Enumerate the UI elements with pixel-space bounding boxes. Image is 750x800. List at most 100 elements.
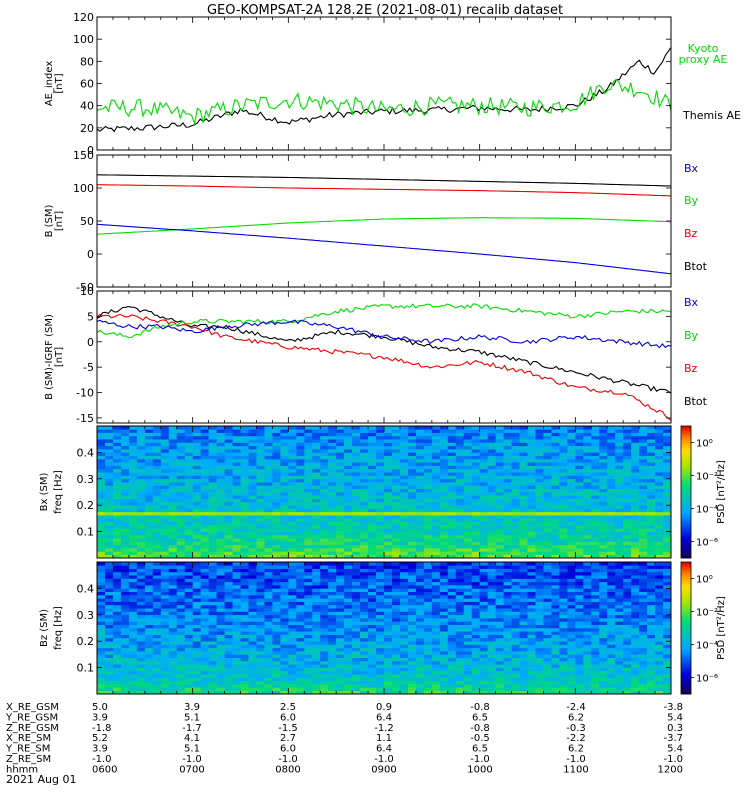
spectrogram-cell — [264, 462, 273, 466]
spectrogram-cell — [200, 482, 209, 486]
spectrogram-cell — [471, 482, 480, 486]
spectrogram-cell — [599, 525, 608, 529]
spectrogram-cell — [344, 515, 353, 519]
spectrogram-cell — [97, 459, 106, 463]
spectrogram-cell — [655, 455, 664, 460]
spectrogram-cell — [583, 452, 592, 456]
spectrogram-cell — [607, 515, 616, 519]
spectrogram-cell — [256, 581, 265, 586]
spectrogram-cell — [168, 614, 178, 619]
spectrogram-cell — [240, 534, 249, 539]
spectrogram-cell — [439, 548, 449, 552]
spectrogram-cell — [360, 631, 369, 635]
spectrogram-cell — [599, 515, 608, 519]
spectrogram-cell — [360, 578, 369, 583]
spectrogram-cell — [599, 462, 608, 466]
spectrogram-cell — [256, 548, 265, 552]
spectrogram-cell — [487, 462, 496, 466]
spectrogram-cell — [495, 482, 504, 486]
spectrogram-cell — [360, 551, 369, 555]
spectrogram-cell — [248, 621, 257, 625]
spectrogram-cell — [304, 687, 313, 691]
spectrogram-cell — [328, 472, 337, 476]
spectrogram-cell — [407, 482, 417, 486]
spectrogram-cell — [423, 429, 433, 433]
spectrogram-cell — [288, 538, 297, 542]
spectrogram-cell — [296, 634, 305, 639]
spectrogram-cell — [447, 439, 457, 443]
spectrogram-cell — [583, 488, 592, 493]
spectrogram-cell — [471, 541, 480, 546]
spectrogram-cell — [407, 439, 417, 443]
spectrogram-cell — [439, 511, 449, 516]
spectrogram-cell — [423, 528, 433, 532]
spectrogram-cell — [144, 534, 154, 539]
spectrogram-cell — [97, 455, 106, 460]
spectrogram-cell — [216, 568, 225, 573]
spectrogram-cell — [399, 598, 409, 602]
spectrogram-cell — [280, 452, 289, 456]
spectrogram-cell — [391, 541, 401, 546]
spectrogram-cell — [264, 439, 273, 443]
spectrogram-cell — [631, 449, 640, 453]
spectrogram-cell — [471, 445, 480, 450]
spectrogram-cell — [144, 449, 154, 453]
spectrogram-cell — [104, 641, 114, 645]
spectrogram-cell — [328, 551, 337, 555]
spectrogram-cell — [160, 472, 170, 476]
spectrogram-cell — [663, 548, 672, 552]
spectrogram-cell — [160, 568, 170, 573]
spectrogram-cell — [312, 690, 321, 695]
spectrogram-cell — [559, 544, 568, 549]
spectrogram-cell — [559, 435, 568, 440]
spectrogram-cell — [272, 528, 281, 532]
spectrogram-cell — [240, 644, 249, 649]
spectrogram-cell — [152, 508, 162, 513]
spectrogram-cell — [248, 534, 257, 539]
spectrogram-cell — [336, 571, 345, 576]
spectrogram-cell — [591, 518, 600, 522]
spectrogram-cell — [368, 462, 377, 466]
spectrogram-cell — [623, 429, 632, 433]
y-tick-label: 0 — [87, 248, 94, 261]
spectrogram-cell — [455, 495, 465, 499]
spectrogram-cell — [272, 677, 281, 682]
spectrogram-cell — [176, 465, 185, 470]
spectrogram-cell — [439, 459, 449, 463]
spectrogram-cell — [399, 445, 409, 450]
spectrogram-cell — [663, 452, 672, 456]
spectrogram-cell — [368, 591, 377, 596]
spectrogram-cell — [463, 478, 472, 483]
spectrogram-cell — [312, 631, 321, 635]
spectrogram-cell — [136, 534, 146, 539]
spectrogram-cell — [272, 426, 281, 430]
spectrogram-cell — [200, 551, 209, 555]
spectrogram-cell — [447, 528, 457, 532]
spectrogram-cell — [304, 475, 313, 480]
spectrogram-cell — [296, 585, 305, 589]
spectrogram-cell — [232, 591, 241, 596]
spectrogram-cell — [200, 604, 209, 609]
spectrogram-cell — [176, 541, 185, 546]
spectrogram-cell — [368, 565, 377, 569]
spectrogram-cell — [336, 518, 345, 522]
spectrogram-cell — [352, 534, 361, 539]
spectrogram-cell — [376, 581, 385, 586]
spectrogram-cell — [184, 525, 193, 529]
spectrogram-cell — [455, 426, 465, 430]
spectrogram-cell — [328, 482, 337, 486]
spectrogram-cell — [360, 426, 369, 430]
spectrogram-cell — [479, 505, 488, 509]
spectrogram-cell — [336, 445, 345, 450]
spectrogram-cell — [168, 465, 178, 470]
spectrogram-cell — [391, 426, 401, 430]
spectrogram-cell — [607, 538, 616, 542]
spectrogram-cell — [360, 680, 369, 685]
spectrogram-cell — [232, 459, 241, 463]
legend-entry: Themis AE — [682, 109, 741, 122]
spectrogram-cell — [583, 505, 592, 509]
colorbar-swatch — [681, 549, 691, 552]
spectrogram-cell — [208, 521, 217, 526]
spectrogram-cell — [256, 478, 265, 483]
